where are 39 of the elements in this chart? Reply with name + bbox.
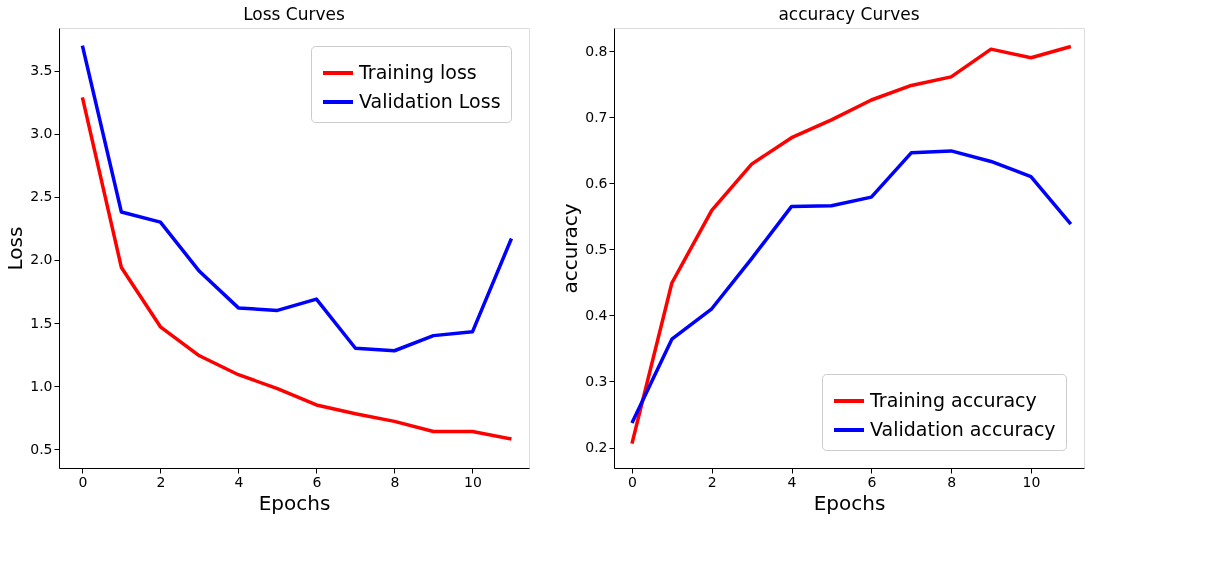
y-tick-label: 1.0 bbox=[30, 377, 53, 394]
legend-label: Training loss bbox=[358, 61, 477, 83]
y-tick-label: 2.0 bbox=[30, 251, 53, 268]
y-tick-label: 2.5 bbox=[30, 188, 53, 205]
x-tick-label: 10 bbox=[1022, 473, 1041, 490]
x-tick-label: 2 bbox=[156, 473, 166, 490]
y-tick-label: 0.4 bbox=[585, 306, 608, 323]
x-tick-label: 0 bbox=[627, 473, 637, 490]
x-tick-label: 8 bbox=[390, 473, 400, 490]
y-tick-label: 0.6 bbox=[585, 174, 608, 191]
x-tick-label: 6 bbox=[312, 473, 322, 490]
y-tick-label: 1.5 bbox=[30, 314, 53, 331]
y-tick-label: 0.7 bbox=[585, 108, 608, 125]
chart-title: Loss Curves bbox=[243, 4, 345, 24]
x-tick-label: 4 bbox=[234, 473, 244, 490]
line-series bbox=[80, 43, 514, 353]
y-tick-label: 0.3 bbox=[585, 372, 608, 389]
y-axis-title: accuracy bbox=[558, 203, 583, 294]
x-tick-label: 8 bbox=[947, 473, 957, 490]
chart-title: accuracy Curves bbox=[778, 4, 920, 24]
y-tick-label: 3.0 bbox=[30, 125, 53, 142]
x-axis-title: Epochs bbox=[258, 490, 331, 515]
x-tick-label: 10 bbox=[464, 473, 482, 490]
x-tick-label: 4 bbox=[787, 473, 797, 490]
legend-label: Training accuracy bbox=[869, 389, 1037, 411]
x-axis-title: Epochs bbox=[813, 490, 886, 515]
y-tick-label: 0.5 bbox=[30, 440, 53, 457]
legend-label: Validation Loss bbox=[359, 90, 501, 112]
x-tick-label: 6 bbox=[867, 473, 877, 490]
y-tick-label: 0.8 bbox=[585, 42, 608, 59]
legend-label: Validation accuracy bbox=[870, 418, 1056, 440]
x-tick-label: 2 bbox=[707, 473, 717, 490]
x-tick-label: 0 bbox=[78, 473, 88, 490]
y-tick-label: 3.5 bbox=[30, 62, 53, 79]
y-axis-title: Loss bbox=[3, 226, 28, 271]
line-series bbox=[80, 95, 514, 441]
line-series bbox=[630, 44, 1073, 446]
y-tick-label: 0.5 bbox=[585, 240, 608, 257]
y-tick-label: 0.2 bbox=[585, 439, 608, 456]
